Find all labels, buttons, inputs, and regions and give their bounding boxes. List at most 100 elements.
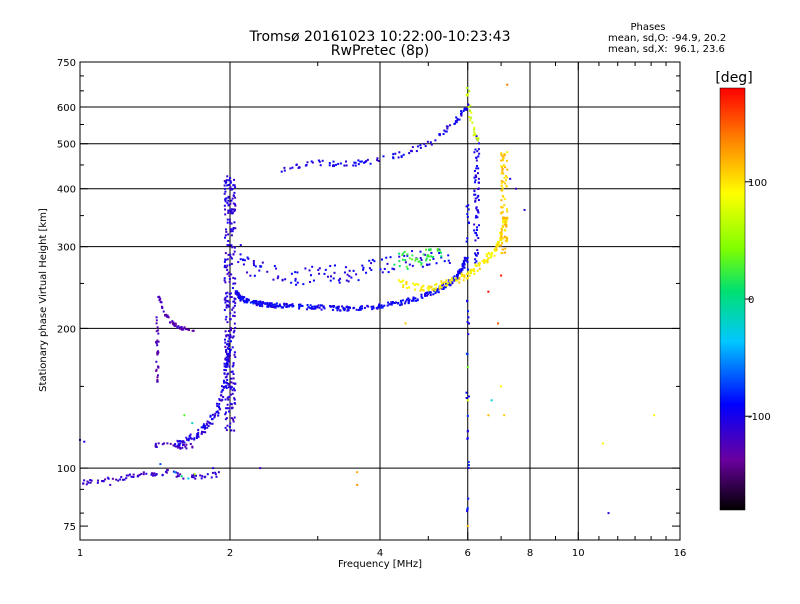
data-point [474, 200, 477, 203]
data-point [477, 211, 480, 214]
data-point [228, 351, 231, 354]
data-point [283, 302, 286, 305]
data-point [483, 259, 486, 262]
data-point [227, 304, 230, 307]
data-point [321, 304, 324, 307]
data-point [229, 402, 232, 405]
data-point [372, 305, 375, 308]
data-point [489, 256, 492, 259]
data-point [161, 443, 164, 446]
data-point [408, 257, 411, 260]
data-point [158, 299, 161, 302]
data-point [462, 264, 465, 267]
data-point [370, 268, 373, 271]
data-point [239, 298, 242, 301]
data-point [225, 228, 228, 231]
y-tick-label: 600 [57, 103, 76, 114]
data-point [477, 263, 480, 266]
data-point [329, 265, 332, 268]
data-point [275, 304, 278, 307]
data-point [232, 362, 235, 365]
data-point [230, 257, 233, 260]
data-point [214, 473, 217, 476]
data-point [229, 202, 232, 205]
data-point [412, 298, 415, 301]
data-point [500, 242, 503, 245]
data-point [416, 299, 419, 302]
data-point [232, 202, 235, 205]
data-point [500, 199, 503, 202]
data-point [383, 267, 386, 270]
data-point [337, 279, 340, 282]
data-point [298, 305, 301, 308]
data-point [465, 205, 468, 208]
y-tick-label: 75 [63, 522, 76, 533]
data-point [468, 322, 471, 325]
data-point [229, 334, 232, 337]
data-point [467, 333, 470, 336]
data-point [474, 174, 477, 177]
data-point [229, 222, 232, 225]
data-point [142, 471, 145, 474]
data-point [223, 204, 226, 207]
data-point [256, 304, 259, 307]
data-point [501, 248, 504, 251]
data-point [505, 184, 508, 187]
data-point [442, 287, 445, 290]
data-point [197, 431, 200, 434]
data-point [407, 297, 410, 300]
data-point [449, 124, 452, 127]
data-point [255, 300, 258, 303]
data-point [476, 137, 479, 140]
data-point [228, 407, 231, 410]
data-point [232, 306, 235, 309]
data-point [156, 344, 159, 347]
data-point [419, 289, 422, 292]
data-point [225, 304, 228, 307]
data-point [453, 275, 456, 278]
data-point [347, 280, 350, 283]
data-point [230, 228, 233, 231]
data-point [202, 426, 205, 429]
data-point [267, 305, 270, 308]
data-point [368, 259, 371, 262]
data-point [407, 301, 410, 304]
data-point [443, 286, 446, 289]
data-point [223, 266, 226, 269]
data-point [155, 473, 158, 476]
data-point [359, 305, 362, 308]
data-point [229, 186, 232, 189]
data-point [311, 265, 314, 268]
data-point [365, 160, 368, 163]
data-point [153, 474, 156, 477]
data-point [182, 328, 185, 331]
data-point [273, 265, 276, 268]
data-point [436, 248, 439, 251]
data-point [434, 289, 437, 292]
data-point [474, 148, 477, 151]
data-point [446, 284, 449, 287]
data-point [607, 512, 610, 515]
data-point [226, 295, 229, 298]
data-point [440, 255, 443, 258]
data-point [497, 245, 500, 248]
data-point [421, 289, 424, 292]
data-point [501, 252, 504, 255]
data-point [399, 299, 402, 302]
data-point [176, 446, 179, 449]
data-point [405, 282, 408, 285]
data-point [420, 262, 423, 265]
data-point [399, 281, 402, 284]
data-point [187, 439, 190, 442]
data-point [227, 340, 230, 343]
data-point [446, 127, 449, 130]
data-point [500, 153, 503, 156]
data-point [230, 295, 233, 298]
data-point [496, 322, 499, 325]
data-point [155, 369, 158, 372]
data-point [444, 130, 447, 133]
data-point [415, 283, 418, 286]
x-tick-label: 4 [377, 548, 383, 559]
data-point [356, 471, 359, 474]
